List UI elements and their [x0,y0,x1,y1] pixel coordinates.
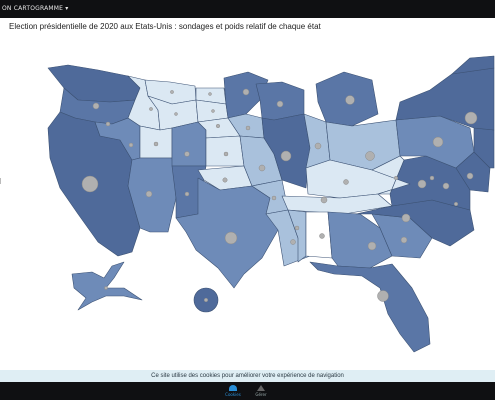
poll-dot-louisiana [290,239,296,245]
state-washington [47,64,141,103]
poll-dot-hawaii [203,297,209,303]
poll-dot-wisconsin [276,100,284,108]
cartogram-menu-button[interactable]: ON CARTOGRAMME ▾ [0,0,69,18]
map-frame: Election présidentielle de 2020 aux Etat… [0,18,495,370]
poll-dot-california [81,175,99,193]
poll-dot-new-jersey [442,182,450,190]
manage-tab[interactable]: Gérer [246,384,276,400]
state-florida [309,261,431,353]
state-new-england [451,55,495,75]
poll-dot-arkansas [271,195,277,201]
poll-dot-texas [224,231,238,245]
cartogram-map [47,55,495,353]
chevron-down-icon: ▾ [65,5,69,12]
left-edge-marker [0,178,4,184]
menu-label: ON CARTOGRAMME [2,5,64,12]
poll-dot-alaska [104,286,108,290]
poll-dot-pennsylvania [432,136,444,148]
cookie-banner[interactable]: Ce site utilise des cookies pour amélior… [0,370,495,382]
poll-dot-nebraska [215,123,221,129]
poll-dot-delaware [453,201,459,207]
poll-dot-missouri [258,164,266,172]
manage-icon [257,385,265,391]
poll-dot-oregon [105,121,111,127]
poll-dot-kentucky [343,179,349,185]
poll-dot-arizona [145,190,153,198]
state-georgia [327,211,393,269]
poll-dot-south-dakota [211,109,215,113]
state-kansas [205,135,245,167]
state-maryland [455,151,491,193]
state-mississippi [287,209,307,263]
poll-dot-ohio [365,151,375,161]
poll-dot-new-york [464,111,478,125]
poll-dot-north-carolina [401,213,411,223]
poll-dot-kansas [223,151,229,157]
poll-dot-virginia [417,179,427,189]
poll-dot-south-carolina [400,236,408,244]
poll-dot-mississippi [294,225,300,231]
poll-dot-maryland [466,172,474,180]
poll-dot-north-dakota [208,92,212,96]
state-alaska [71,261,143,311]
poll-dot-oklahoma [222,177,228,183]
poll-dot-west-virginia [393,175,399,181]
cookies-tab-label: Cookies [225,392,241,397]
poll-dot-indiana [314,142,322,150]
poll-dot-tennessee [320,196,328,204]
map-title: Election présidentielle de 2020 aux Etat… [9,22,321,31]
poll-dot-minnesota [242,88,250,96]
poll-dot-idaho [149,107,153,111]
poll-dot-alabama [319,233,325,239]
poll-dot-georgia [367,241,377,251]
state-colorado [171,121,207,167]
state-alabama [305,211,333,259]
top-bar: ON CARTOGRAMME ▾ [0,0,495,18]
cookie-icon [229,385,237,391]
manage-tab-label: Gérer [255,392,267,397]
poll-dot-michigan [345,95,355,105]
poll-dot-wyoming [174,112,178,116]
cookies-tab[interactable]: Cookies [218,384,248,400]
poll-dot-illinois [280,150,292,162]
poll-dot-iowa [245,125,251,131]
poll-dot-connecticut [429,175,435,181]
poll-dot-colorado [184,151,190,157]
poll-dot-washington [92,102,100,110]
bottom-nav: Cookies Gérer [0,382,495,400]
poll-dot-new-mexico [184,191,190,197]
cookie-banner-text: Ce site utilise des cookies pour amélior… [151,373,344,379]
poll-dot-nevada [128,142,134,148]
poll-dot-florida [377,290,389,302]
poll-dot-montana [170,90,174,94]
poll-dot-utah [153,141,159,147]
